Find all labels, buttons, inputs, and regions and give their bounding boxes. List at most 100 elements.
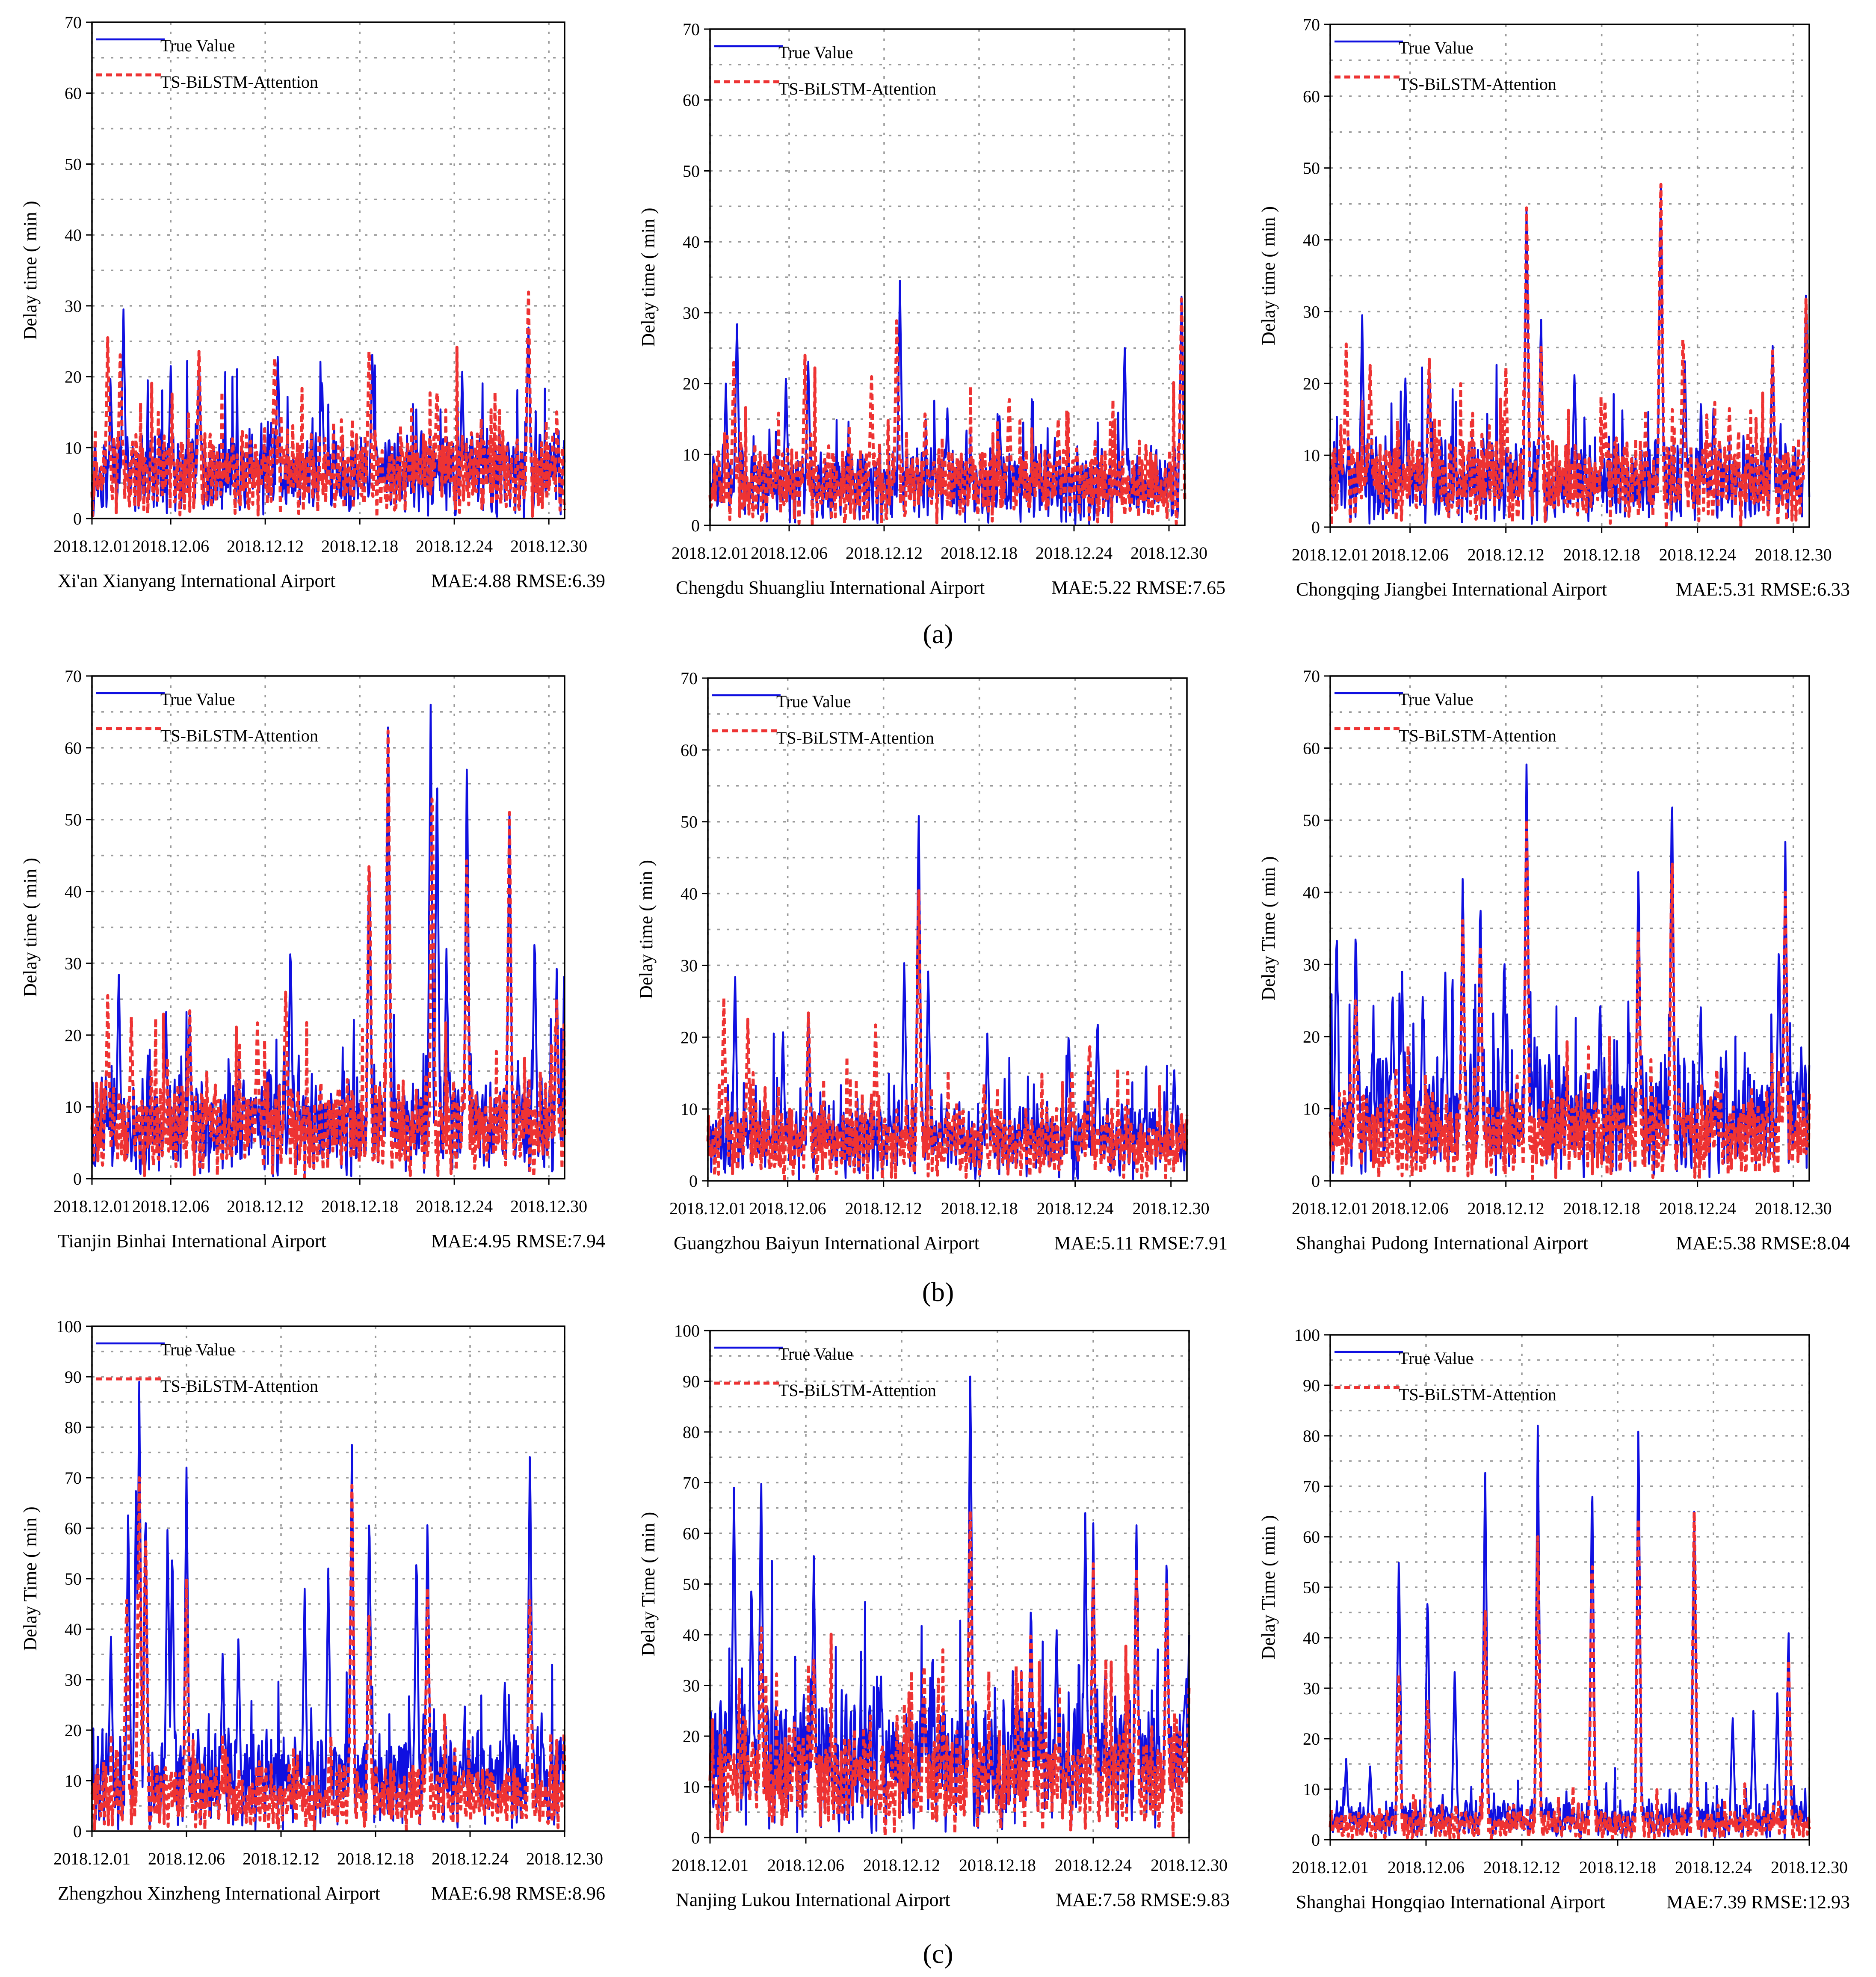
legend-label-ts-bilstm-attention: TS-BiLSTM-Attention: [778, 1381, 936, 1400]
x-tick-label: 2018.12.12: [845, 1199, 922, 1218]
x-tick-label: 2018.12.30: [1771, 1858, 1848, 1877]
chart-panel-4: 0 10 20 30 40 50 60 70 2018.12.01 2018.12.06 2018.…: [20, 667, 605, 1251]
chart-panel-9: 0 10 20 30 40 50 60 70 80 90 100 2018.12.01 2018.12.…: [1258, 1325, 1850, 1912]
y-tick-label: 0: [689, 1171, 698, 1191]
caption-airport-name: Chengdu Shuangliu International Airport: [676, 577, 985, 598]
y-tick-label: 70: [1303, 15, 1320, 34]
x-tick-label: 2018.12.06: [767, 1855, 844, 1875]
y-tick-label: 80: [65, 1418, 82, 1437]
y-axis-title: Delay Time ( min ): [1258, 856, 1279, 1000]
x-tick-label: 2018.12.30: [1755, 1199, 1832, 1218]
x-tick-label: 2018.12.18: [1579, 1858, 1656, 1877]
y-tick-label: 60: [681, 741, 698, 760]
caption-metrics: MAE:4.88 RMSE:6.39: [431, 570, 605, 591]
y-tick-label: 40: [1303, 1628, 1320, 1648]
x-tick-label: 2018.12.06: [148, 1849, 225, 1868]
x-tick-label: 2018.12.06: [132, 1197, 209, 1216]
legend-label-ts-bilstm-attention: TS-BiLSTM-Attention: [160, 1376, 318, 1396]
y-tick-label: 80: [1303, 1426, 1320, 1446]
y-tick-label: 40: [1303, 231, 1320, 250]
y-tick-label: 10: [683, 1778, 700, 1797]
legend-label-ts-bilstm-attention: TS-BiLSTM-Attention: [776, 728, 934, 747]
y-tick-label: 90: [65, 1367, 82, 1387]
caption-airport-name: Xi'an Xianyang International Airport: [58, 570, 335, 591]
y-tick-label: 20: [683, 1727, 700, 1746]
y-axis-title: Delay time ( min ): [20, 201, 41, 340]
y-tick-label: 40: [683, 1625, 700, 1645]
caption-metrics: MAE:6.98 RMSE:8.96: [431, 1883, 605, 1904]
y-tick-label: 0: [1311, 1171, 1320, 1191]
legend-label-ts-bilstm-attention: TS-BiLSTM-Attention: [1399, 726, 1556, 745]
y-tick-label: 50: [1303, 811, 1320, 830]
legend-label-true-value: True Value: [1399, 38, 1473, 57]
y-axis-title: Delay time ( min ): [1258, 206, 1279, 345]
x-tick-label: 2018.12.18: [941, 1199, 1018, 1218]
series-ts-bilstm-attention-line: [90, 1476, 566, 1832]
y-tick-label: 100: [1294, 1325, 1320, 1345]
y-tick-label: 100: [56, 1317, 82, 1336]
caption-airport-name: Shanghai Pudong International Airport: [1296, 1233, 1588, 1254]
y-tick-label: 10: [1303, 1099, 1320, 1118]
y-axis-title: Delay time ( min ): [638, 207, 659, 347]
x-tick-label: 2018.12.01: [53, 1849, 130, 1868]
y-tick-label: 70: [683, 1473, 700, 1493]
y-tick-label: 10: [65, 1771, 82, 1790]
x-tick-label: 2018.12.24: [1675, 1858, 1752, 1877]
y-tick-label: 90: [1303, 1376, 1320, 1395]
x-tick-label: 2018.12.18: [321, 1197, 398, 1216]
y-tick-label: 100: [674, 1321, 700, 1340]
x-tick-label: 2018.12.06: [1372, 545, 1449, 564]
y-tick-label: 0: [691, 516, 700, 535]
y-tick-label: 30: [681, 956, 698, 975]
x-tick-label: 2018.12.18: [321, 536, 398, 556]
legend-label-ts-bilstm-attention: TS-BiLSTM-Attention: [1399, 1385, 1556, 1404]
plot-frame: [91, 21, 565, 519]
y-tick-label: 10: [1303, 446, 1320, 465]
series-ts-bilstm-attention-line: [708, 1509, 1191, 1838]
y-tick-label: 30: [683, 303, 700, 323]
x-tick-label: 2018.12.24: [1055, 1855, 1132, 1875]
y-tick-label: 10: [65, 1097, 82, 1117]
x-tick-label: 2018.12.24: [1659, 1199, 1736, 1218]
y-tick-label: 40: [1303, 883, 1320, 902]
y-tick-label: 20: [1303, 1729, 1320, 1749]
y-tick-label: 0: [1311, 1830, 1320, 1850]
x-tick-label: 2018.12.12: [227, 1197, 304, 1216]
series-ts-bilstm-attention-line: [1329, 818, 1811, 1180]
chart-panel-2: 0 10 20 30 40 50 60 70 2018.12.01 2018.12.06 2018.…: [638, 20, 1225, 598]
y-tick-label: 50: [683, 1575, 700, 1594]
x-tick-label: 2018.12.18: [941, 543, 1018, 563]
chart-panel-6: 0 10 20 30 40 50 60 70 2018.12.01 2018.12.06 2018.…: [1258, 667, 1850, 1254]
y-tick-label: 30: [683, 1676, 700, 1695]
x-tick-label: 2018.12.12: [243, 1849, 320, 1868]
caption-airport-name: Zhengzhou Xinzheng International Airport: [58, 1883, 380, 1904]
x-tick-label: 2018.12.30: [510, 536, 587, 556]
series-ts-bilstm-attention-line: [90, 729, 566, 1179]
series-ts-bilstm-attention-line: [90, 290, 566, 519]
x-tick-label: 2018.12.18: [1563, 1199, 1640, 1218]
legend-label-true-value: True Value: [1399, 1349, 1473, 1368]
x-tick-label: 2018.12.12: [1468, 545, 1545, 564]
series-ts-bilstm-attention-line: [708, 297, 1187, 526]
y-tick-label: 10: [683, 445, 700, 464]
series-ts-bilstm-attention-line: [706, 889, 1189, 1181]
x-tick-label: 2018.12.01: [1292, 1199, 1369, 1218]
y-tick-label: 90: [683, 1372, 700, 1391]
y-tick-label: 20: [65, 368, 82, 387]
y-tick-label: 0: [73, 509, 82, 528]
x-tick-label: 2018.12.01: [53, 536, 130, 556]
chart-panel-1: 0 10 20 30 40 50 60 70 2018.12.01 2018.12.06 2018.…: [20, 13, 605, 591]
y-tick-label: 30: [1303, 1679, 1320, 1698]
y-tick-label: 20: [65, 1026, 82, 1045]
legend-label-ts-bilstm-attention: TS-BiLSTM-Attention: [1399, 74, 1556, 94]
y-tick-label: 40: [65, 225, 82, 245]
plot-frame: [707, 677, 1188, 1182]
caption-airport-name: Shanghai Hongqiao International Airport: [1296, 1891, 1605, 1912]
x-tick-label: 2018.12.24: [416, 1197, 493, 1216]
y-tick-label: 40: [65, 882, 82, 901]
y-tick-label: 10: [1303, 1780, 1320, 1799]
legend-label-true-value: True Value: [778, 43, 853, 62]
y-tick-label: 30: [1303, 302, 1320, 321]
y-tick-label: 30: [65, 954, 82, 973]
